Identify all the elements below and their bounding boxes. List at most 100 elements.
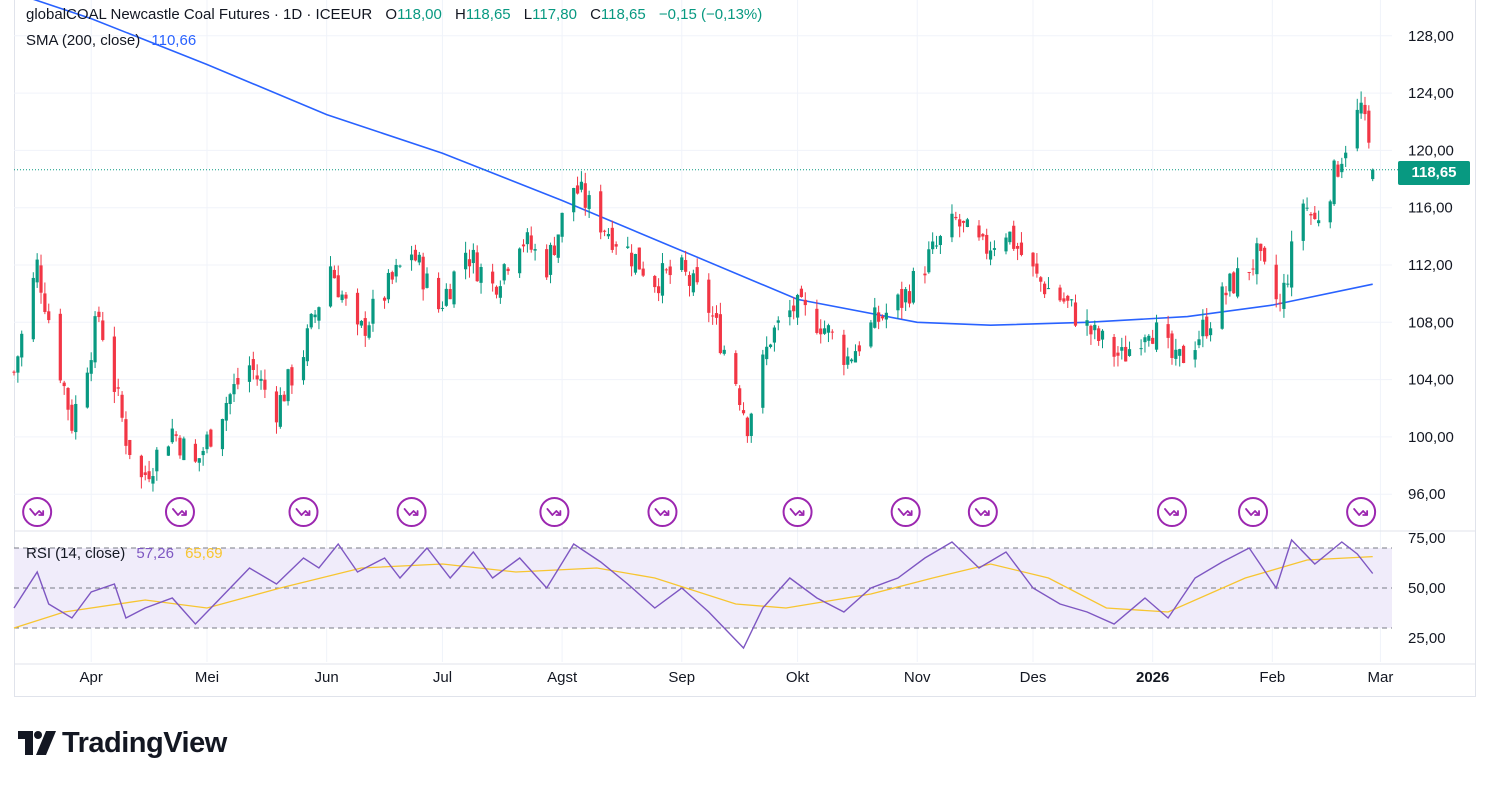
- candle: [355, 288, 360, 336]
- candle-body: [1112, 336, 1116, 357]
- candle: [1309, 212, 1313, 225]
- candle: [12, 370, 16, 376]
- event-marker-icon[interactable]: [890, 497, 921, 527]
- candle: [900, 281, 904, 319]
- candle: [259, 370, 263, 390]
- candle-body: [340, 294, 344, 301]
- candle-body: [911, 270, 915, 303]
- candle: [97, 306, 101, 323]
- candle-body: [1220, 286, 1224, 329]
- candle-body: [684, 260, 688, 272]
- candle: [1286, 274, 1290, 288]
- candle: [359, 319, 363, 328]
- candle-body: [1035, 263, 1039, 274]
- candle-body: [923, 273, 927, 276]
- candle-body: [680, 257, 684, 270]
- candle-body: [1359, 102, 1363, 114]
- candle: [545, 244, 549, 280]
- event-markers[interactable]: [22, 497, 1377, 527]
- candle-body: [62, 382, 66, 387]
- candle-body: [518, 248, 522, 274]
- candle: [880, 314, 885, 321]
- event-marker-icon[interactable]: [1156, 497, 1187, 527]
- candle-body: [1058, 287, 1062, 301]
- candle-body: [552, 245, 556, 255]
- event-marker-icon[interactable]: [967, 497, 998, 527]
- event-marker-icon[interactable]: [1346, 497, 1377, 527]
- candle-body: [695, 267, 699, 283]
- candle: [1274, 254, 1278, 308]
- candle-body: [1278, 302, 1282, 304]
- candle: [965, 217, 970, 228]
- candle: [548, 242, 553, 284]
- candle-body: [927, 249, 931, 273]
- candle: [1328, 199, 1332, 229]
- candle-body: [1309, 214, 1313, 216]
- event-marker-icon[interactable]: [288, 497, 319, 527]
- candle-body: [745, 417, 749, 437]
- candle: [687, 271, 692, 297]
- candle: [776, 316, 780, 331]
- high-value: 118,65: [465, 6, 511, 23]
- candle: [305, 324, 309, 367]
- candle-body: [193, 443, 198, 462]
- tradingview-logo[interactable]: TradingView: [18, 726, 227, 760]
- candle: [1236, 257, 1240, 299]
- event-marker-icon[interactable]: [1238, 497, 1269, 527]
- candle: [1367, 105, 1371, 149]
- candle: [290, 364, 294, 394]
- low-value: 117,80: [532, 6, 577, 23]
- candle: [1197, 330, 1201, 349]
- candle: [494, 285, 499, 299]
- candle-body: [236, 378, 240, 385]
- candle: [193, 439, 198, 463]
- event-marker-icon[interactable]: [539, 497, 570, 527]
- candle: [89, 352, 93, 382]
- candle: [738, 385, 742, 411]
- candle-body: [579, 181, 584, 190]
- candle-body: [954, 216, 958, 219]
- candle: [552, 236, 556, 256]
- event-marker-icon[interactable]: [22, 497, 53, 527]
- candle: [1015, 242, 1020, 261]
- candle-body: [795, 294, 800, 318]
- candle: [309, 312, 313, 330]
- open-label: O: [385, 6, 398, 23]
- change-value: −0,15 (−0,13%): [658, 6, 763, 23]
- candle: [1039, 276, 1043, 292]
- sma-label: SMA (200, close): [26, 32, 141, 49]
- candle: [1205, 308, 1209, 339]
- candle: [1100, 329, 1105, 349]
- candle: [452, 270, 456, 308]
- candle-body: [120, 394, 124, 418]
- candle-body: [1255, 243, 1259, 275]
- candle: [988, 241, 993, 266]
- candle: [707, 273, 711, 323]
- candle-body: [421, 256, 425, 290]
- candle-body: [1031, 252, 1035, 267]
- candle-body: [822, 328, 827, 334]
- price-tick-label: 112,00: [1408, 257, 1453, 274]
- candle-body: [873, 307, 877, 328]
- candle: [1166, 315, 1170, 349]
- event-marker-icon[interactable]: [396, 497, 427, 527]
- candle-body: [247, 365, 252, 382]
- candle-body: [587, 195, 591, 209]
- candle-body: [178, 437, 182, 456]
- candle-body: [232, 384, 236, 395]
- chart-canvas[interactable]: 96,00 100,00 104,00 108,00 112,00 116,00 120,0…: [0, 0, 1491, 700]
- time-tick-label: Agst: [547, 669, 578, 686]
- event-marker-icon[interactable]: [164, 497, 195, 527]
- candle-body: [765, 346, 769, 360]
- candle: [313, 309, 317, 324]
- candle-body: [386, 272, 391, 300]
- event-marker-icon[interactable]: [782, 497, 813, 527]
- candle: [498, 280, 502, 304]
- candle: [1112, 333, 1116, 367]
- candle-body: [151, 476, 155, 484]
- rsi-value: 57,26: [136, 545, 174, 562]
- candle: [911, 267, 915, 305]
- candle-body: [1046, 288, 1051, 290]
- candle: [448, 283, 452, 300]
- event-marker-icon[interactable]: [647, 497, 678, 527]
